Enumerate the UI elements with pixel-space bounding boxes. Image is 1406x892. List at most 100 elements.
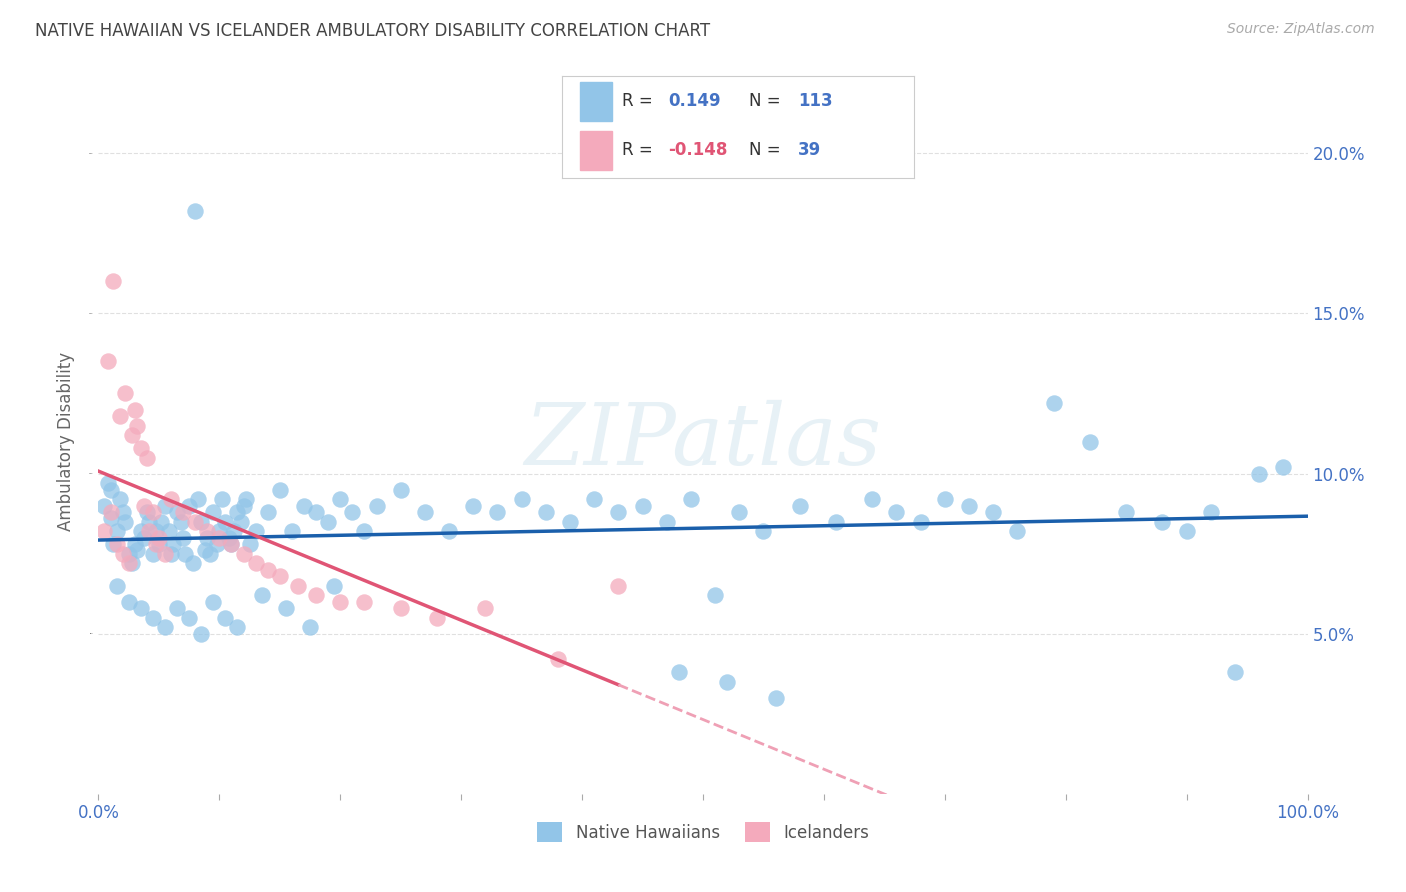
Point xyxy=(214,610,236,624)
Point xyxy=(389,601,412,615)
Point xyxy=(166,505,188,519)
Point xyxy=(329,492,352,507)
Point xyxy=(134,499,156,513)
Point xyxy=(153,547,176,561)
Point xyxy=(138,524,160,539)
Point xyxy=(153,499,176,513)
Point xyxy=(292,499,315,513)
Point xyxy=(208,524,231,539)
Point xyxy=(679,492,702,507)
Point xyxy=(716,674,738,689)
Point xyxy=(108,492,131,507)
Point xyxy=(1007,524,1029,539)
Point xyxy=(463,499,485,513)
Point xyxy=(256,505,278,519)
Point xyxy=(305,505,328,519)
Point xyxy=(728,505,751,519)
Point xyxy=(474,601,496,615)
Point xyxy=(127,543,149,558)
Point xyxy=(118,556,141,570)
Point xyxy=(148,537,170,551)
Text: 113: 113 xyxy=(799,93,832,111)
Point xyxy=(153,620,176,634)
Point xyxy=(353,595,375,609)
Point xyxy=(547,652,569,666)
Point xyxy=(245,556,267,570)
Point xyxy=(274,601,297,615)
Point xyxy=(221,537,243,551)
Point xyxy=(269,569,291,583)
Point xyxy=(329,595,352,609)
Point xyxy=(607,505,630,519)
Point xyxy=(426,610,449,624)
Y-axis label: Ambulatory Disability: Ambulatory Disability xyxy=(58,352,76,531)
Point xyxy=(1223,665,1246,680)
Point xyxy=(174,547,197,561)
Point xyxy=(135,450,157,465)
Point xyxy=(534,505,557,519)
Point xyxy=(287,579,309,593)
Point xyxy=(108,409,131,423)
Point xyxy=(232,547,254,561)
Text: 39: 39 xyxy=(799,141,821,159)
Point xyxy=(93,524,115,539)
Point xyxy=(202,595,225,609)
Point xyxy=(486,505,509,519)
Point xyxy=(232,499,254,513)
Point xyxy=(148,531,170,545)
Point xyxy=(118,595,141,609)
Point xyxy=(583,492,606,507)
Point xyxy=(181,556,204,570)
Point xyxy=(631,499,654,513)
Text: NATIVE HAWAIIAN VS ICELANDER AMBULATORY DISABILITY CORRELATION CHART: NATIVE HAWAIIAN VS ICELANDER AMBULATORY … xyxy=(35,22,710,40)
Point xyxy=(510,492,533,507)
Point xyxy=(1175,524,1198,539)
Point xyxy=(413,505,436,519)
Point xyxy=(111,505,134,519)
Point xyxy=(910,515,932,529)
Point xyxy=(886,505,908,519)
Point xyxy=(205,537,228,551)
Point xyxy=(668,665,690,680)
Point xyxy=(316,515,339,529)
Point xyxy=(129,524,152,539)
Point xyxy=(299,620,322,634)
Point xyxy=(353,524,375,539)
Point xyxy=(187,492,209,507)
Point xyxy=(239,537,262,551)
Point xyxy=(235,492,257,507)
Point xyxy=(211,492,233,507)
Point xyxy=(269,483,291,497)
Point xyxy=(226,505,249,519)
Text: 0.149: 0.149 xyxy=(668,93,720,111)
Text: -0.148: -0.148 xyxy=(668,141,727,159)
Point xyxy=(100,505,122,519)
Point xyxy=(195,524,218,539)
Point xyxy=(957,499,980,513)
Point xyxy=(860,492,883,507)
Point xyxy=(218,531,240,545)
Point xyxy=(100,483,122,497)
Text: ZIPatlas: ZIPatlas xyxy=(524,401,882,483)
Point xyxy=(169,515,191,529)
Point xyxy=(765,690,787,705)
Point xyxy=(101,537,124,551)
Text: N =: N = xyxy=(748,93,786,111)
Point xyxy=(97,354,120,368)
Point xyxy=(221,537,243,551)
Point xyxy=(389,483,412,497)
Point xyxy=(179,499,201,513)
Point xyxy=(752,524,775,539)
Point xyxy=(305,588,328,602)
Point xyxy=(789,499,811,513)
Point xyxy=(981,505,1004,519)
Point xyxy=(100,511,122,525)
Point xyxy=(250,588,273,602)
Point xyxy=(134,531,156,545)
Point xyxy=(111,547,134,561)
Point xyxy=(366,499,388,513)
Point xyxy=(127,418,149,433)
Point xyxy=(437,524,460,539)
Point xyxy=(607,579,630,593)
Point xyxy=(121,428,143,442)
